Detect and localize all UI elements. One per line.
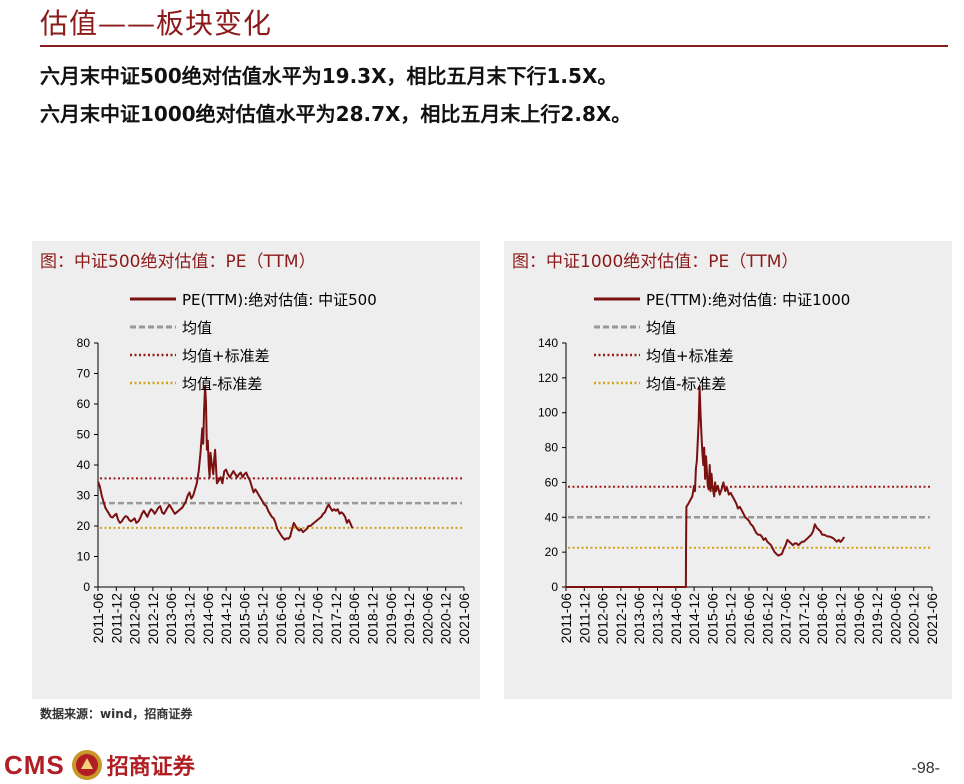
x-tick-label: 2014-12 <box>218 593 234 645</box>
x-tick-label: 2013-06 <box>163 593 179 645</box>
x-tick-label: 2011-12 <box>576 593 592 644</box>
x-tick-label: 2019-06 <box>383 593 399 645</box>
x-tick-label: 2016-12 <box>759 593 775 645</box>
x-tick-label: 2016-06 <box>273 593 289 645</box>
chart-panel-csi1000: 图：中证1000绝对估值：PE（TTM） 0 20 40 60 80 100 120 140 2… <box>504 241 952 699</box>
x-tick-label: 2014-12 <box>686 593 702 645</box>
logo-text: CMS <box>4 749 65 780</box>
x-tick-label: 2018-12 <box>365 593 381 645</box>
legend-mean-plus-std-label: 均值+标准差 <box>182 347 270 365</box>
page-title: 估值——板块变化 <box>40 7 273 40</box>
y-tick-label: 60 <box>545 475 559 489</box>
x-tick-label: 2019-06 <box>851 593 867 645</box>
legend-mean-label: 均值 <box>646 319 676 337</box>
x-tick-label: 2014-06 <box>668 593 684 645</box>
legend-series-label: PE(TTM):绝对估值: 中证500 <box>182 291 377 309</box>
legend-mean-minus-std-label: 均值-标准差 <box>182 375 262 393</box>
x-tick-label: 2020-06 <box>887 593 903 645</box>
legend-mean-label: 均值 <box>182 319 212 337</box>
series-line <box>566 385 846 588</box>
legend-mean-plus-std-label: 均值+标准差 <box>646 347 734 365</box>
x-tick-label: 2015-06 <box>704 593 720 645</box>
y-tick-label: 30 <box>77 489 91 503</box>
x-tick-label: 2012-12 <box>145 593 161 645</box>
x-tick-label: 2014-06 <box>200 593 216 645</box>
x-tick-label: 2013-12 <box>650 593 666 645</box>
page-number: -98- <box>911 760 940 777</box>
x-tick-label: 2017-06 <box>778 593 794 645</box>
x-tick-label: 2016-06 <box>741 593 757 645</box>
x-tick-label: 2020-12 <box>906 593 922 645</box>
x-tick-label: 2020-12 <box>438 593 454 645</box>
y-tick-label: 40 <box>545 510 559 524</box>
y-tick-label: 70 <box>77 367 91 381</box>
summary-line-csi500: 六月末中证500绝对估值水平为19.3X，相比五月末下行1.5X。 <box>40 64 618 88</box>
x-tick-label: 2021-06 <box>456 593 472 645</box>
x-tick-label: 2017-06 <box>310 593 326 645</box>
x-tick-label: 2017-12 <box>796 593 812 645</box>
x-tick-label: 2012-12 <box>613 593 629 645</box>
x-tick-label: 2015-12 <box>255 593 271 645</box>
y-tick-label: 100 <box>538 406 558 420</box>
chart-panel-csi500: 图：中证500绝对估值：PE（TTM） 0 10 20 30 40 50 60 70 80 201… <box>32 241 480 699</box>
series-line <box>97 384 354 541</box>
x-tick-label: 2017-12 <box>328 593 344 645</box>
x-tick-label: 2016-12 <box>291 593 307 645</box>
y-tick-label: 50 <box>77 428 91 442</box>
title-divider <box>40 45 948 47</box>
x-tick-label: 2019-12 <box>869 593 885 645</box>
y-tick-label: 20 <box>77 519 91 533</box>
x-tick-label: 2011-06 <box>90 593 106 644</box>
y-tick-label: 20 <box>545 545 559 559</box>
chart-title: 图：中证1000绝对估值：PE（TTM） <box>512 252 799 272</box>
x-tick-label: 2019-12 <box>401 593 417 645</box>
x-tick-label: 2020-06 <box>419 593 435 645</box>
y-tick-label: 60 <box>77 397 91 411</box>
y-tick-label: 120 <box>538 371 558 385</box>
x-tick-label: 2013-12 <box>182 593 198 645</box>
y-tick-label: 40 <box>77 458 91 472</box>
x-tick-label: 2011-12 <box>108 593 124 644</box>
x-tick-label: 2018-06 <box>346 593 362 645</box>
y-tick-label: 140 <box>538 336 558 350</box>
x-tick-label: 2012-06 <box>127 593 143 645</box>
legend-mean-minus-std-label: 均值-标准差 <box>646 375 726 393</box>
y-tick-label: 80 <box>77 336 91 350</box>
y-tick-label: 0 <box>551 580 558 594</box>
y-tick-label: 80 <box>545 441 559 455</box>
x-tick-label: 2018-12 <box>833 593 849 645</box>
x-tick-label: 2015-12 <box>723 593 739 645</box>
x-tick-label: 2013-06 <box>631 593 647 645</box>
data-source: 数据来源：wind，招商证券 <box>40 707 193 721</box>
x-tick-label: 2011-06 <box>558 593 574 644</box>
y-tick-label: 0 <box>83 580 90 594</box>
summary-line-csi1000: 六月末中证1000绝对估值水平为28.7X，相比五月末上行2.8X。 <box>40 102 632 126</box>
x-tick-label: 2021-06 <box>924 593 940 645</box>
chart-title: 图：中证500绝对估值：PE（TTM） <box>40 252 316 272</box>
brand-logo: CMS 招商证券 <box>4 748 195 782</box>
logo-emblem-icon <box>71 750 102 780</box>
y-tick-label: 10 <box>77 550 91 564</box>
logo-company-name: 招商证券 <box>106 754 195 780</box>
x-tick-label: 2018-06 <box>814 593 830 645</box>
legend-series-label: PE(TTM):绝对估值: 中证1000 <box>646 291 850 309</box>
x-tick-label: 2012-06 <box>595 593 611 645</box>
x-tick-label: 2015-06 <box>236 593 252 645</box>
